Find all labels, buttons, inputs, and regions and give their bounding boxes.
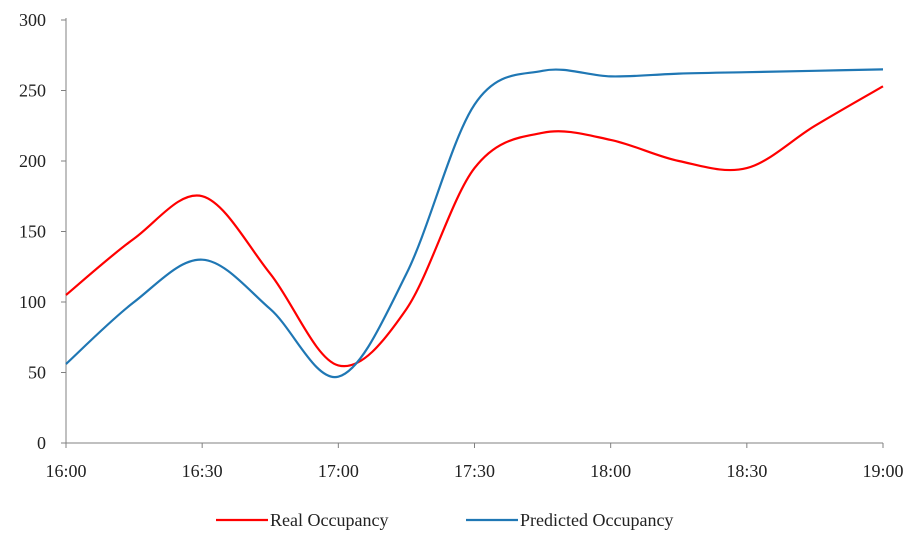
x-tick-label: 16:00 (45, 461, 86, 481)
x-tick-label: 16:30 (182, 461, 223, 481)
y-tick-label: 250 (19, 81, 46, 101)
legend: Real Occupancy Predicted Occupancy (216, 510, 673, 530)
x-tick-label: 17:00 (318, 461, 359, 481)
series-lines (65, 68, 884, 378)
y-axis-ticks: 0 50 100 150 200 250 300 (19, 10, 66, 453)
x-tick-label: 18:00 (590, 461, 631, 481)
legend-label-predicted-occupancy: Predicted Occupancy (520, 510, 673, 530)
series-line-real-occupancy (65, 85, 884, 368)
y-tick-label: 200 (19, 151, 46, 171)
y-tick-label: 50 (28, 363, 46, 383)
y-tick-label: 150 (19, 222, 46, 242)
y-tick-label: 0 (37, 433, 46, 453)
y-tick-label: 300 (19, 10, 46, 30)
x-axis-ticks: 16:00 16:30 17:00 17:30 18:00 18:30 19:00 (45, 443, 904, 481)
legend-label-real-occupancy: Real Occupancy (270, 510, 388, 530)
y-tick-label: 100 (19, 292, 46, 312)
x-tick-label: 19:00 (862, 461, 903, 481)
series-line-predicted-occupancy (65, 68, 884, 378)
x-tick-label: 18:30 (726, 461, 767, 481)
axes (65, 18, 883, 444)
x-tick-label: 17:30 (454, 461, 495, 481)
